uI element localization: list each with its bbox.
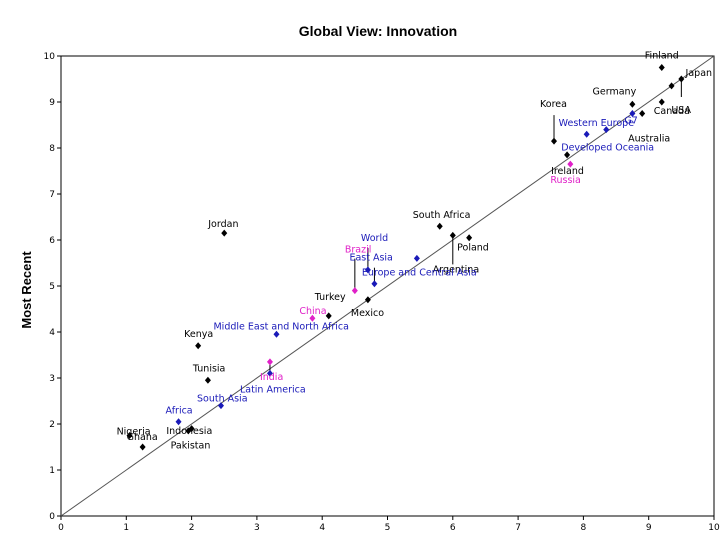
label-germany: Germany [593, 86, 637, 97]
point-mexico [364, 296, 371, 304]
x-tick-label: 3 [254, 523, 260, 533]
y-tick-label: 6 [49, 236, 55, 246]
reference-line [60, 55, 715, 517]
label-middle-east-and-north-africa: Middle East and North Africa [213, 321, 348, 332]
x-tick-label: 5 [385, 523, 391, 533]
label-latin-america: Latin America [240, 384, 306, 395]
label-nigeria: Nigeria [117, 427, 151, 438]
y-tick-label: 5 [49, 282, 55, 292]
point-g7 [629, 110, 636, 117]
point-world [364, 266, 371, 274]
point-nigeria [126, 432, 133, 439]
label-japan: Japan [685, 68, 713, 79]
label-south-africa: South Africa [413, 210, 471, 221]
y-tick-label: 2 [49, 420, 55, 430]
chart-title: Global View: Innovation [299, 23, 457, 39]
x-tick-label: 10 [708, 523, 720, 533]
y-tick-label: 1 [49, 466, 55, 476]
label-turkey: Turkey [314, 292, 346, 303]
point-western-europe [583, 130, 590, 138]
point-usa [678, 75, 685, 83]
label-mexico: Mexico [351, 308, 384, 319]
point-jordan [221, 229, 228, 237]
y-tick-label: 4 [49, 328, 55, 338]
x-tick-label: 6 [450, 523, 456, 533]
x-tick-label: 7 [515, 523, 521, 533]
label-pakistan: Pakistan [171, 441, 211, 452]
point-ireland [564, 151, 571, 159]
point-canada [658, 98, 665, 106]
label-tunisia: Tunisia [192, 363, 225, 374]
x-tick-label: 2 [189, 523, 195, 533]
point-middle-east-and-north-africa [273, 330, 280, 338]
point-brazil [351, 287, 358, 295]
point-pakistan [188, 425, 195, 433]
label-world: World [361, 233, 388, 244]
label-poland: Poland [457, 243, 489, 254]
label-east-asia: East Asia [349, 253, 392, 264]
label-g7: G7 [624, 116, 637, 127]
x-tick-label: 9 [646, 523, 652, 533]
point-india [266, 358, 273, 366]
point-china [309, 314, 316, 322]
label-south-asia: South Asia [197, 394, 248, 405]
x-tick-label: 8 [581, 523, 587, 533]
label-korea: Korea [540, 99, 567, 110]
point-tunisia [204, 376, 211, 384]
y-tick-label: 9 [49, 98, 55, 108]
label-europe-and-central-asia: Europe and Central Asia [362, 267, 477, 278]
point-germany [629, 100, 636, 108]
axes: 0 1 2 3 4 5 6 7 8 9 10 0 1 2 3 4 5 6 7 8 9 10 [44, 52, 720, 533]
point-kenya [195, 342, 202, 350]
point-africa [175, 418, 182, 426]
reference-line-group [60, 55, 715, 517]
label-canada: Canada [654, 106, 690, 117]
label-australia: Australia [628, 134, 670, 145]
point-poland [466, 234, 473, 242]
point-developed-oceania [603, 126, 610, 134]
y-tick-label: 3 [49, 374, 55, 384]
label-brazil: Brazil [345, 245, 372, 256]
point-east-asia [371, 280, 378, 288]
x-tick-label: 0 [58, 523, 64, 533]
y-tick-label: 7 [49, 190, 55, 200]
point-ghana [139, 443, 146, 451]
point-russia [567, 160, 574, 168]
point-latin-america [266, 369, 273, 377]
label-india: India [260, 372, 283, 383]
y-tick-label: 10 [44, 52, 56, 62]
y-tick-label: 0 [49, 512, 55, 522]
label-western-europe: Western Europe [559, 118, 635, 129]
x-tick-label: 4 [319, 523, 325, 533]
point-europe-and-central-asia [413, 254, 420, 262]
point-south-africa [436, 222, 443, 230]
label-developed-oceania: Developed Oceania [561, 143, 654, 154]
label-ghana: Ghana [127, 432, 158, 443]
label-finland: Finland [645, 51, 679, 62]
label-argentina: Argentina [433, 264, 479, 275]
label-jordan: Jordan [207, 219, 238, 230]
point-finland [658, 64, 665, 71]
x-tick-label: 1 [123, 523, 129, 533]
label-usa: USA [671, 105, 691, 116]
label-russia: Russia [550, 175, 581, 186]
point-korea [551, 137, 558, 145]
label-ireland: Ireland [551, 166, 584, 177]
point-south-asia [217, 402, 224, 410]
point-japan [668, 82, 675, 90]
label-africa: Africa [166, 406, 193, 417]
label-china: China [299, 306, 326, 317]
point-argentina [449, 231, 456, 239]
label-indonesia: Indonesia [166, 426, 212, 437]
y-tick-label: 8 [49, 144, 55, 154]
y-axis-label: Most Recent [19, 251, 34, 329]
label-kenya: Kenya [184, 329, 213, 340]
data-points [126, 64, 685, 451]
point-australia [639, 110, 646, 117]
point-turkey [325, 312, 332, 320]
